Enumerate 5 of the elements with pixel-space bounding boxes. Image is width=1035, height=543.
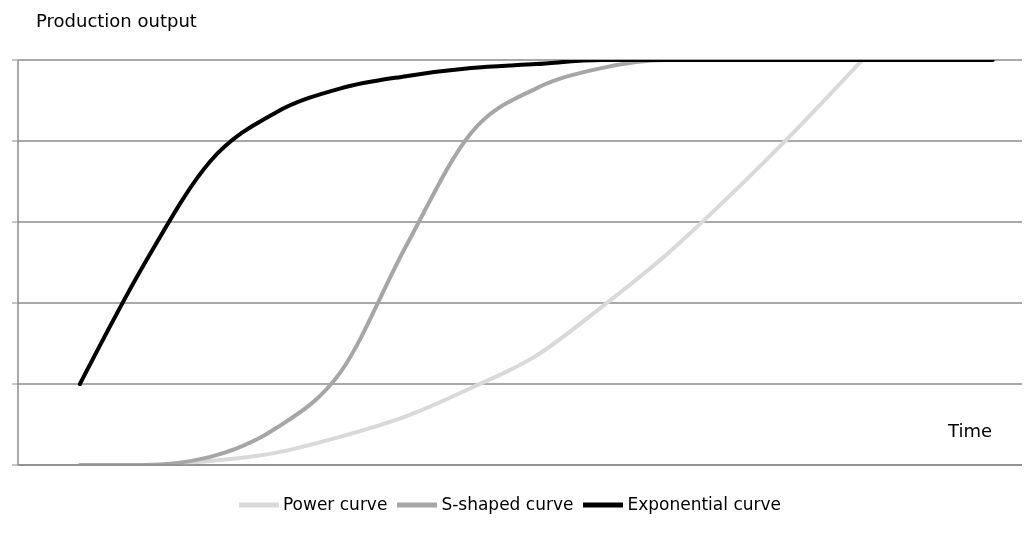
x-axis-title: Time — [948, 420, 993, 441]
y-axis-title: Production output — [36, 10, 197, 31]
legend-label: Power curve — [282, 494, 388, 514]
legend-label: Exponential curve — [627, 494, 782, 514]
legend-label: S-shaped curve — [441, 494, 574, 514]
